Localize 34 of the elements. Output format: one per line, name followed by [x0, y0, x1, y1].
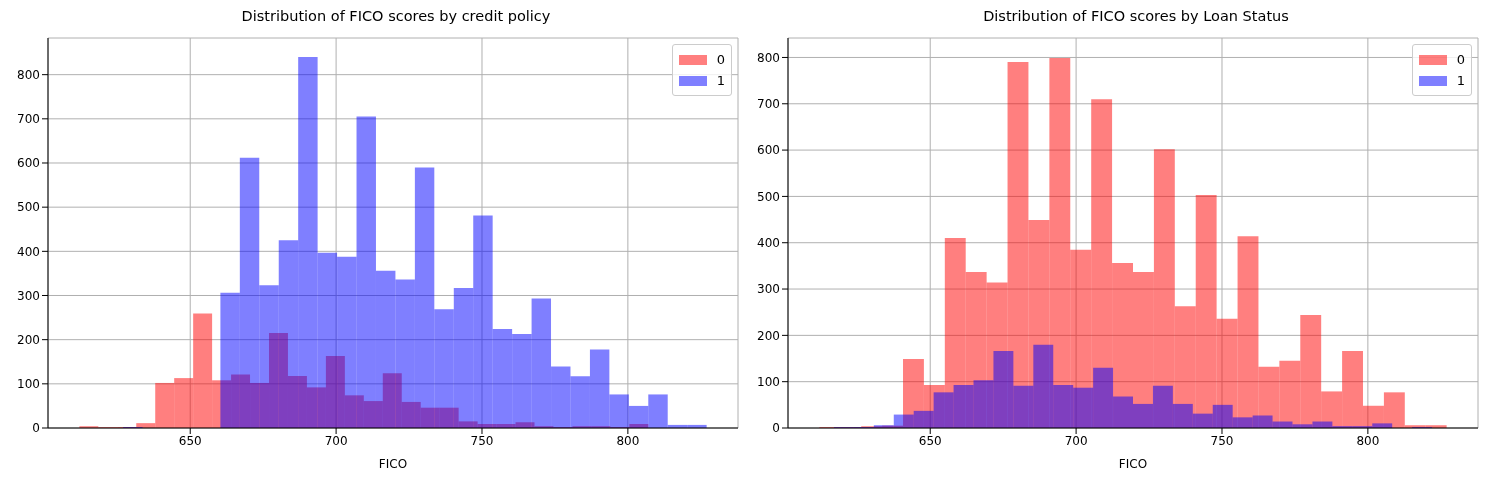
y-tick-label: 200 [17, 332, 40, 347]
legend-label: 1 [716, 73, 725, 88]
x-tick-label: 800 [1356, 433, 1380, 448]
legend-label: 0 [1456, 52, 1465, 67]
x-tick-label: 700 [1064, 433, 1088, 448]
legend-label: 1 [1456, 73, 1465, 88]
x-tick-label: 700 [324, 433, 348, 448]
x-axis-title: FICO [1118, 457, 1148, 471]
x-tick-label: 650 [178, 433, 202, 448]
y-tick-label: 700 [17, 112, 40, 127]
x-tick-label: 750 [470, 433, 494, 448]
y-tick-label: 500 [17, 200, 40, 215]
y-tick-label: 700 [757, 97, 780, 112]
legend-label: 0 [716, 52, 725, 67]
y-tick-label: 0 [772, 421, 780, 436]
x-tick-label: 750 [1210, 433, 1234, 448]
y-tick-label: 600 [17, 156, 40, 171]
x-tick-label: 800 [616, 433, 640, 448]
chart-title: Distribution of FICO scores by credit policy [240, 8, 552, 26]
y-tick-label: 100 [17, 377, 40, 392]
x-axis-title: FICO [378, 457, 408, 471]
y-tick-label: 400 [17, 244, 40, 259]
y-tick-label: 200 [757, 328, 780, 343]
y-tick-label: 0 [32, 421, 40, 436]
y-tick-label: 100 [757, 374, 780, 389]
y-tick-label: 400 [757, 235, 780, 250]
y-tick-label: 800 [757, 50, 780, 65]
y-tick-label: 500 [757, 189, 780, 204]
chart-title: Distribution of FICO scores by Loan Status [982, 8, 1290, 26]
y-tick-label: 300 [17, 288, 40, 303]
x-tick-label: 650 [918, 433, 942, 448]
y-tick-label: 800 [17, 67, 40, 82]
y-tick-label: 300 [757, 282, 780, 297]
y-tick-label: 600 [757, 143, 780, 158]
